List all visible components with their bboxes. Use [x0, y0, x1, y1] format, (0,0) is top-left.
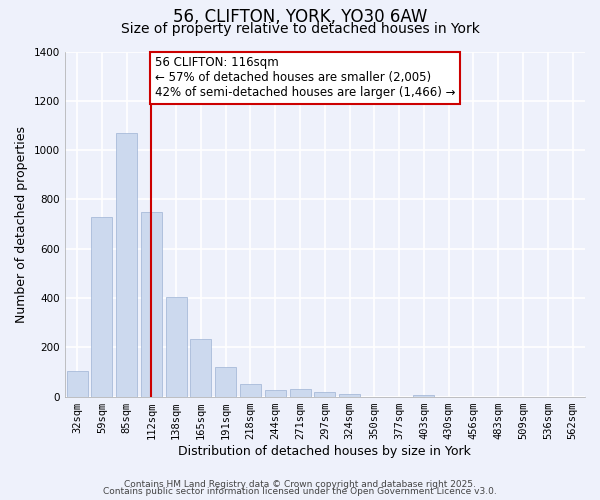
Bar	[265, 390, 286, 396]
Text: Contains HM Land Registry data © Crown copyright and database right 2025.: Contains HM Land Registry data © Crown c…	[124, 480, 476, 489]
Bar	[240, 384, 261, 396]
Bar	[116, 133, 137, 396]
Bar	[314, 392, 335, 396]
Text: 56 CLIFTON: 116sqm
← 57% of detached houses are smaller (2,005)
42% of semi-deta: 56 CLIFTON: 116sqm ← 57% of detached hou…	[155, 56, 455, 100]
Bar	[141, 212, 162, 396]
Bar	[339, 394, 360, 396]
Bar	[166, 297, 187, 396]
Text: Size of property relative to detached houses in York: Size of property relative to detached ho…	[121, 22, 479, 36]
Bar	[290, 389, 311, 396]
Bar	[190, 338, 211, 396]
Y-axis label: Number of detached properties: Number of detached properties	[15, 126, 28, 322]
Text: Contains public sector information licensed under the Open Government Licence v3: Contains public sector information licen…	[103, 487, 497, 496]
Bar	[91, 216, 112, 396]
Bar	[215, 367, 236, 396]
Text: 56, CLIFTON, YORK, YO30 6AW: 56, CLIFTON, YORK, YO30 6AW	[173, 8, 427, 26]
Bar	[413, 394, 434, 396]
Bar	[67, 370, 88, 396]
X-axis label: Distribution of detached houses by size in York: Distribution of detached houses by size …	[178, 444, 471, 458]
